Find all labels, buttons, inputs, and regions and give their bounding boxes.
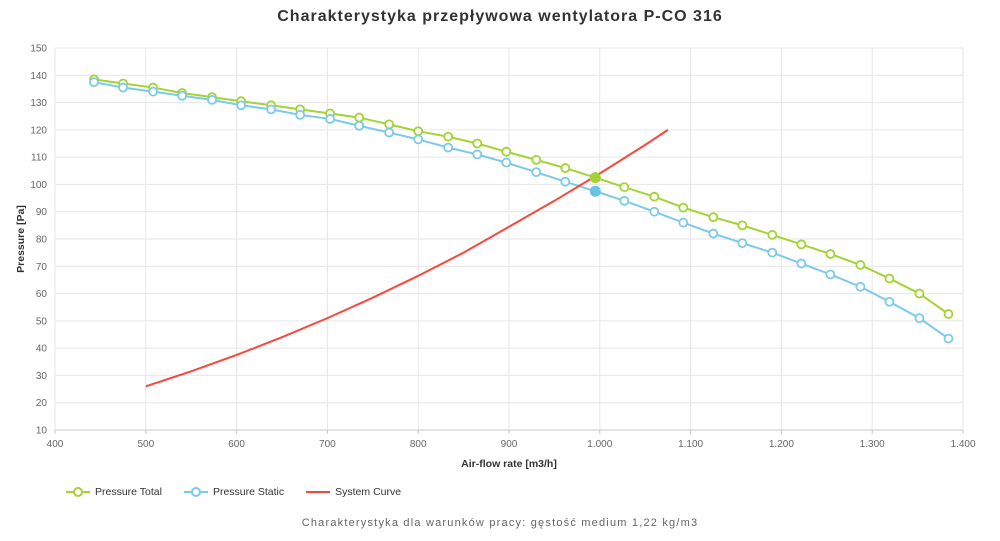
pressure-total-point[interactable] (501, 146, 512, 157)
x-tick-label: 1.000 (587, 439, 612, 450)
pressure-static-point[interactable] (619, 195, 630, 206)
system-curve-legend-icon (306, 491, 331, 493)
x-tick-label: 900 (501, 439, 518, 450)
pressure-total-point[interactable] (384, 119, 395, 130)
x-tick-label: 700 (319, 439, 336, 450)
y-tick-label: 120 (30, 125, 47, 136)
y-tick-label: 90 (36, 207, 48, 218)
pressure-total-point[interactable] (737, 220, 748, 231)
y-tick-label: 40 (36, 344, 48, 355)
pressure-static-point[interactable] (531, 167, 542, 178)
pressure-total-point[interactable] (708, 212, 719, 223)
y-axis-title: Pressure [Pa] (15, 205, 27, 273)
pressure-total-point[interactable] (531, 154, 542, 165)
y-tick-label: 20 (36, 398, 48, 409)
pressure-static-point[interactable] (649, 206, 660, 217)
pressure-static-point[interactable] (413, 134, 424, 145)
y-tick-label: 50 (36, 316, 48, 327)
x-tick-label: 800 (410, 439, 427, 450)
x-tick-label: 600 (228, 439, 245, 450)
y-tick-label: 100 (30, 180, 47, 191)
pressure-static-point[interactable] (148, 86, 158, 97)
y-tick-label: 70 (36, 262, 48, 273)
pressure-static-point[interactable] (236, 100, 247, 111)
x-axis-title: Air-flow rate [m3/h] (461, 458, 557, 470)
y-tick-label: 110 (31, 153, 47, 164)
pressure-total-line (93, 78, 950, 315)
operating-point-static[interactable] (589, 185, 601, 197)
pressure-total-legend-icon (66, 487, 90, 497)
y-tick-label: 80 (36, 235, 48, 246)
pressure-total-point[interactable] (443, 131, 454, 142)
pressure-static-point[interactable] (737, 238, 748, 248)
pressure-total-point[interactable] (855, 260, 866, 270)
pressure-static-point[interactable] (825, 269, 836, 280)
y-tick-label: 150 (30, 44, 47, 55)
pressure-static-point[interactable] (177, 90, 188, 101)
legend-label-pressure-total: Pressure Total (95, 486, 162, 498)
legend: Pressure Total Pressure Static System Cu… (66, 486, 401, 498)
legend-item-system-curve[interactable]: System Curve (306, 486, 401, 498)
x-tick-label: 1.300 (860, 439, 885, 450)
pressure-static-point[interactable] (884, 296, 895, 307)
x-tick-label: 1.400 (950, 439, 975, 450)
pressure-static-point[interactable] (266, 104, 277, 115)
y-tick-label: 30 (36, 371, 48, 382)
operating-point-total[interactable] (589, 172, 601, 184)
system-curve-line (145, 129, 669, 388)
pressure-static-point[interactable] (89, 77, 99, 88)
legend-item-pressure-total[interactable]: Pressure Total (66, 486, 162, 498)
pressure-total-point[interactable] (796, 239, 807, 250)
y-tick-label: 60 (36, 289, 48, 300)
pressure-static-legend-icon (183, 487, 208, 497)
pressure-static-line (93, 81, 950, 340)
pressure-total-point[interactable] (678, 202, 689, 213)
pressure-static-point[interactable] (708, 228, 719, 239)
pressure-total-point[interactable] (354, 112, 365, 123)
legend-label-system-curve: System Curve (335, 486, 402, 498)
y-tick-label: 140 (30, 71, 47, 82)
pressure-static-point[interactable] (325, 114, 336, 124)
pressure-static-point[interactable] (295, 109, 306, 120)
pressure-total-point[interactable] (943, 309, 954, 319)
pressure-total-point[interactable] (413, 126, 424, 137)
x-tick-label: 400 (47, 439, 64, 450)
pressure-static-point[interactable] (943, 333, 954, 344)
pressure-static-point[interactable] (384, 127, 395, 138)
pressure-total-point[interactable] (560, 163, 571, 173)
y-tick-label: 10 (36, 426, 48, 437)
pressure-static-point[interactable] (678, 217, 689, 228)
pressure-static-point[interactable] (118, 82, 128, 93)
chart-title: Charakterystyka przepływowa wentylatora … (277, 8, 723, 25)
chart-caption: Charakterystyka dla warunków pracy: gęst… (301, 517, 699, 529)
pressure-static-point[interactable] (472, 149, 483, 160)
pressure-total-point[interactable] (767, 230, 778, 240)
pressure-static-point[interactable] (354, 120, 365, 131)
plot-area: 10 20 30 40 50 60 70 80 90 100 110 120 130 140 150 400 5… (30, 44, 976, 451)
pressure-static-point[interactable] (443, 142, 454, 153)
legend-label-pressure-static: Pressure Static (212, 486, 285, 498)
pressure-total-point[interactable] (649, 191, 660, 202)
pressure-static-point[interactable] (767, 247, 778, 258)
x-tick-label: 1.100 (678, 439, 703, 450)
pressure-static-point[interactable] (560, 176, 571, 187)
pressure-total-point[interactable] (825, 249, 836, 259)
legend-item-pressure-static[interactable]: Pressure Static (183, 486, 285, 498)
x-tick-label: 500 (137, 439, 154, 450)
y-tick-label: 130 (30, 98, 47, 109)
pressure-total-point[interactable] (914, 288, 925, 299)
pressure-static-point[interactable] (207, 94, 217, 105)
pressure-total-point[interactable] (472, 138, 483, 149)
x-tick-label: 1.200 (769, 439, 794, 450)
pressure-static-point[interactable] (855, 281, 866, 292)
pressure-static-point[interactable] (501, 157, 512, 168)
pressure-total-point[interactable] (884, 273, 895, 284)
pressure-static-point[interactable] (914, 313, 925, 324)
pressure-static-point[interactable] (796, 258, 807, 269)
pressure-total-point[interactable] (619, 182, 630, 193)
